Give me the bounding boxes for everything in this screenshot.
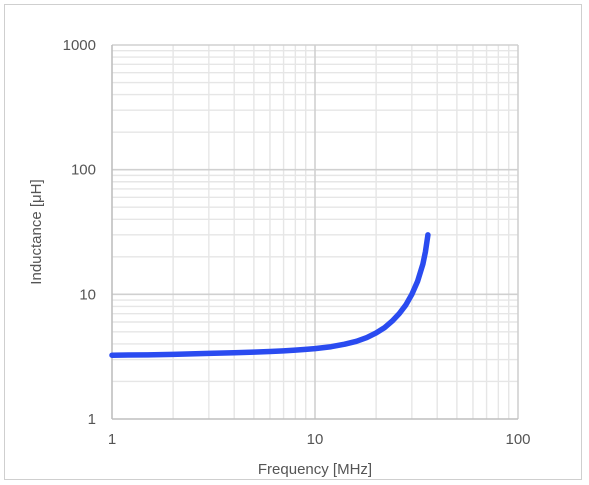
- series-line: [109, 232, 431, 358]
- y-tick-label: 10: [79, 286, 96, 303]
- y-tick-label: 100: [71, 162, 96, 179]
- series-layer: [109, 232, 431, 358]
- x-tick-label: 10: [307, 431, 324, 448]
- y-tick-label: 1000: [63, 37, 96, 54]
- x-axis-title: Frequency [MHz]: [258, 461, 372, 478]
- chart-frame: [4, 4, 582, 480]
- y-axis-title: Inductance [μH]: [28, 179, 45, 284]
- major-gridlines: [112, 44, 519, 419]
- x-tick-label: 100: [505, 431, 530, 448]
- y-tick-label: 1: [88, 411, 96, 428]
- tick-labels: 1 10 100 1 10 100 1000: [63, 37, 531, 448]
- x-tick-label: 1: [108, 431, 116, 448]
